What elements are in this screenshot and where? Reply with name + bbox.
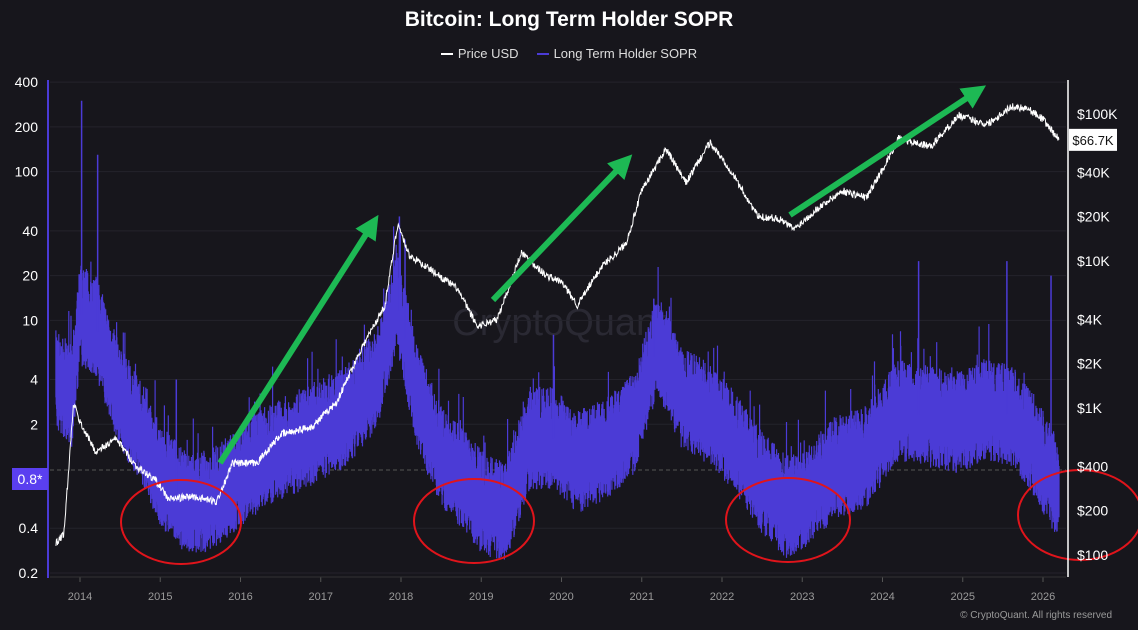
left-tick-label: 200 (15, 119, 39, 135)
right-tick-label: $10K (1077, 253, 1110, 269)
trend-arrow (217, 214, 379, 465)
x-tick-label: 2026 (1031, 591, 1055, 603)
right-tick-label: $40K (1077, 164, 1110, 180)
right-tick-label: $20K (1077, 209, 1110, 225)
sopr-series (55, 226, 1060, 560)
legend-swatch-sopr (536, 52, 549, 55)
left-tick-label: 10 (22, 312, 38, 328)
left-tick-label: 100 (15, 164, 39, 180)
left-tick-label: 20 (22, 268, 38, 284)
x-tick-label: 2019 (469, 591, 493, 603)
legend-label-price: Price USD (457, 46, 519, 61)
left-tick-label: 0.2 (19, 565, 39, 581)
threshold-marker (12, 468, 48, 490)
x-tick-label: 2016 (228, 591, 252, 603)
left-tick-label: 0.4 (19, 520, 39, 536)
x-tick-label: 2021 (630, 591, 654, 603)
x-tick-label: 2014 (68, 591, 92, 603)
right-tick-label: $4K (1077, 311, 1103, 327)
trend-arrow (490, 154, 633, 303)
legend-item-sopr[interactable]: Long Term Holder SOPR (536, 46, 698, 61)
x-tick-label: 2018 (389, 591, 413, 603)
legend: Price USD Long Term Holder SOPR (0, 46, 1138, 61)
x-tick-label: 2015 (148, 591, 172, 603)
right-tick-label: $2K (1077, 356, 1103, 372)
legend-swatch-price (440, 52, 453, 55)
left-tick-label: 2 (30, 416, 38, 432)
left-tick-label: 40 (22, 223, 38, 239)
threshold-label: 0.8* (18, 471, 43, 487)
bottom-circle (1017, 469, 1138, 561)
right-tick-label: $200 (1077, 503, 1108, 519)
right-tick-label: $100 (1077, 547, 1108, 563)
left-tick-label: 400 (15, 74, 39, 90)
x-tick-label: 2020 (549, 591, 573, 603)
x-tick-label: 2023 (790, 591, 814, 603)
legend-label-sopr: Long Term Holder SOPR (553, 46, 698, 61)
x-tick-label: 2017 (309, 591, 333, 603)
right-tick-label: $100K (1077, 106, 1118, 122)
bottom-circle (120, 479, 242, 565)
x-tick-label: 2025 (951, 591, 975, 603)
watermark: CryptoQuant (452, 302, 668, 344)
bottom-circle (725, 477, 851, 563)
right-tick-label: $1K (1077, 400, 1103, 416)
x-tick-label: 2022 (710, 591, 734, 603)
legend-item-price[interactable]: Price USD (440, 46, 519, 61)
bottom-circle (413, 478, 535, 564)
current-price-label: $66.7K (1072, 133, 1114, 148)
left-tick-label: 4 (30, 372, 38, 388)
footer-copyright: © CryptoQuant. All rights reserved (960, 610, 1112, 621)
chart-title: Bitcoin: Long Term Holder SOPR (404, 8, 734, 31)
right-tick-label: $400 (1077, 458, 1108, 474)
x-tick-label: 2024 (870, 591, 894, 603)
current-price-box (1069, 128, 1117, 151)
trend-arrow (788, 85, 987, 218)
